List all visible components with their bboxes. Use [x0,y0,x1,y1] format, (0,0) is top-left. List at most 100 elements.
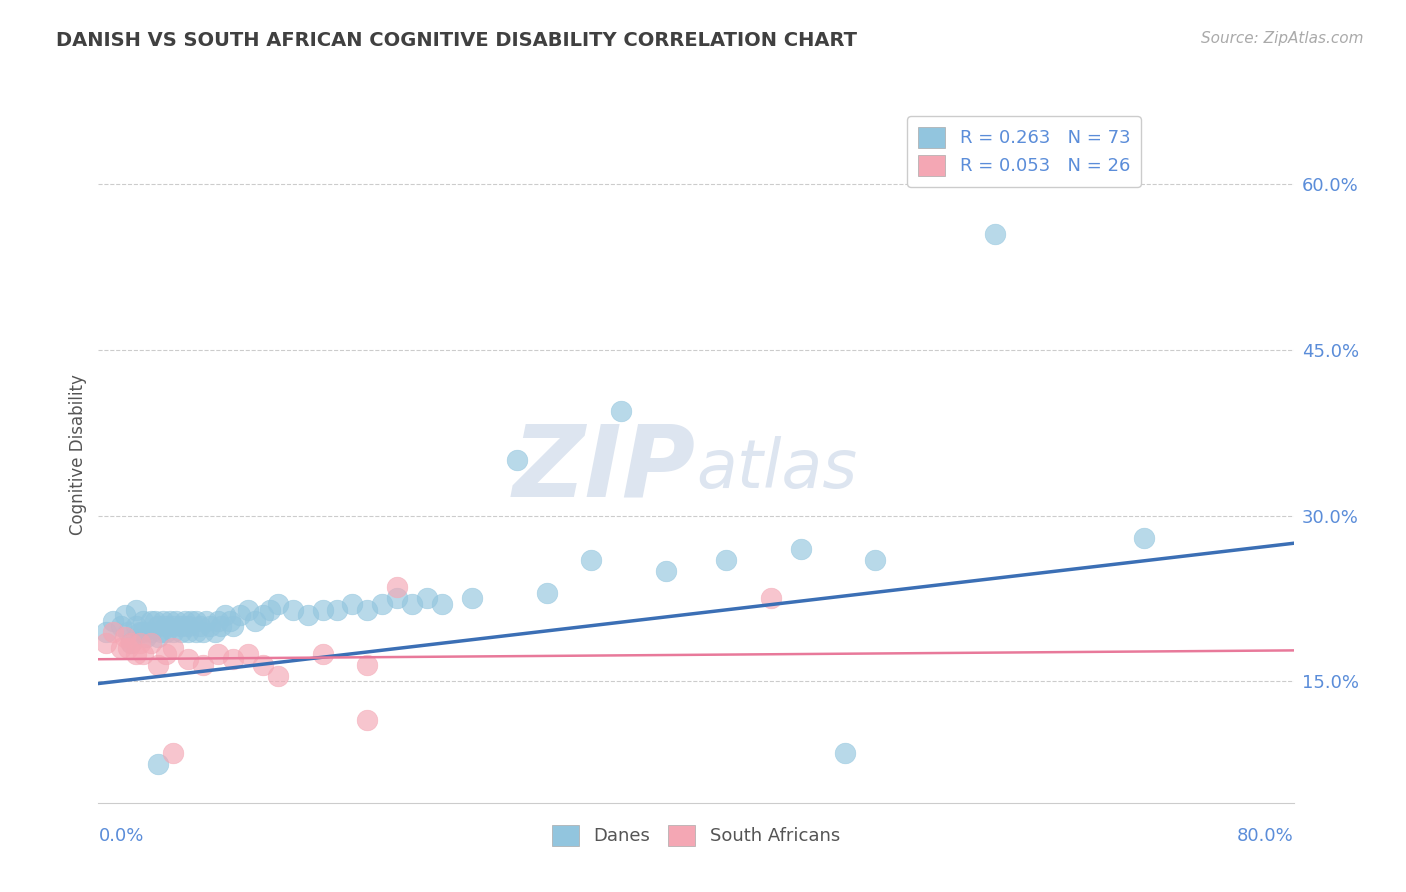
Point [148,630,170,644]
Point [120,635,142,649]
Point [139,614,162,628]
Point [1133,531,1156,545]
Point [94,624,117,639]
Point [129,635,152,649]
Point [94,635,117,649]
Point [326,602,349,616]
Point [194,614,218,628]
Point [159,614,181,628]
Point [267,669,290,683]
Point [610,403,633,417]
Point [150,624,173,639]
Point [416,591,439,606]
Point [236,602,259,616]
Point [207,647,229,661]
Y-axis label: Cognitive Disability: Cognitive Disability [69,375,87,535]
Point [114,608,136,623]
Point [430,597,453,611]
Point [200,619,222,633]
Point [103,624,125,639]
Point [789,541,811,556]
Point [311,647,333,661]
Point [207,614,229,628]
Point [236,647,259,661]
Text: DANISH VS SOUTH AFRICAN COGNITIVE DISABILITY CORRELATION CHART: DANISH VS SOUTH AFRICAN COGNITIVE DISABI… [56,31,858,50]
Point [401,597,423,611]
Point [139,635,162,649]
Point [180,614,202,628]
Point [759,591,782,606]
Point [865,553,887,567]
Point [165,614,187,628]
Point [162,624,184,639]
Point [132,647,155,661]
Point [655,564,678,578]
Point [155,647,177,661]
Point [219,614,242,628]
Text: 0.0%: 0.0% [98,827,143,845]
Point [371,597,394,611]
Point [125,647,148,661]
Point [184,624,207,639]
Point [983,227,1005,241]
Point [148,657,170,672]
Point [120,635,142,649]
Point [177,624,200,639]
Point [204,624,226,639]
Point [125,602,148,616]
Point [581,553,603,567]
Point [188,619,211,633]
Point [214,608,236,623]
Text: 80.0%: 80.0% [1237,827,1294,845]
Point [385,581,409,595]
Point [114,630,136,644]
Point [169,619,191,633]
Legend: Danes, South Africans: Danes, South Africans [544,818,848,853]
Point [162,619,184,633]
Point [834,746,856,760]
Point [252,657,274,672]
Point [125,619,148,633]
Point [169,624,191,639]
Point [110,619,132,633]
Text: Source: ZipAtlas.com: Source: ZipAtlas.com [1201,31,1364,46]
Point [162,641,184,656]
Point [152,614,174,628]
Point [174,614,197,628]
Point [714,553,737,567]
Point [281,602,304,616]
Point [297,608,319,623]
Point [311,602,333,616]
Point [110,641,132,656]
Point [461,591,484,606]
Point [148,619,170,633]
Point [259,602,281,616]
Point [155,624,177,639]
Point [184,614,207,628]
Point [117,641,139,656]
Point [229,608,252,623]
Point [135,630,157,644]
Point [191,624,214,639]
Text: atlas: atlas [696,436,858,502]
Text: ZIP: ZIP [513,420,696,517]
Point [191,657,214,672]
Point [139,624,162,639]
Point [536,586,558,600]
Point [129,624,152,639]
Point [245,614,267,628]
Point [356,713,378,727]
Point [177,619,200,633]
Point [132,624,155,639]
Point [177,652,200,666]
Point [222,652,245,666]
Point [342,597,364,611]
Point [356,602,378,616]
Point [117,624,139,639]
Point [385,591,409,606]
Point [209,619,232,633]
Point [155,619,177,633]
Point [162,746,184,760]
Point [356,657,378,672]
Point [148,757,170,772]
